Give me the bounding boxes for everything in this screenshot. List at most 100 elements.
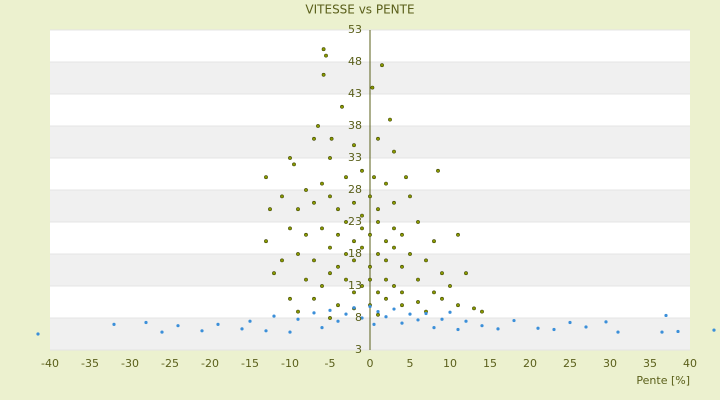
point (360, 213, 364, 218)
point (36, 332, 40, 336)
point (392, 307, 396, 311)
point (336, 264, 340, 269)
point (376, 290, 380, 295)
y-tick-label: 23 (348, 215, 362, 228)
point (384, 258, 388, 263)
point (392, 200, 396, 205)
point (288, 226, 292, 231)
point (424, 258, 428, 263)
point (408, 252, 412, 256)
point (352, 143, 356, 148)
point (604, 320, 608, 324)
point (328, 194, 332, 199)
point (328, 308, 332, 312)
y-tick-label: 38 (348, 119, 362, 132)
point (160, 330, 164, 334)
point (384, 181, 388, 186)
point (400, 290, 404, 295)
point (400, 232, 404, 237)
point (424, 311, 428, 316)
point (344, 277, 348, 282)
point (712, 328, 716, 332)
point (584, 325, 588, 329)
point (316, 124, 320, 128)
y-tick-label: 3 (355, 343, 362, 356)
point (268, 207, 272, 212)
point (392, 149, 396, 154)
point (456, 303, 460, 308)
x-tick-label: 10 (443, 357, 457, 370)
point (296, 252, 300, 256)
point (352, 290, 356, 295)
x-tick-label: -35 (81, 357, 99, 370)
x-tick-label: 0 (367, 357, 374, 370)
point (264, 329, 268, 333)
point (660, 330, 664, 334)
point (416, 220, 420, 224)
point (376, 220, 380, 224)
point (552, 327, 556, 332)
point (432, 239, 436, 244)
point (112, 322, 116, 326)
point (200, 329, 204, 333)
y-tick-label: 8 (355, 311, 362, 324)
y-tick-label: 53 (348, 23, 362, 36)
point (360, 284, 364, 288)
point (416, 277, 420, 282)
y-tick-label: 48 (348, 55, 362, 68)
point (324, 53, 328, 58)
point (304, 277, 308, 282)
chart-title: VITESSE vs PENTE (305, 3, 414, 17)
point (376, 310, 380, 314)
y-tick-label: 18 (348, 247, 362, 260)
point (344, 175, 348, 180)
point (280, 258, 284, 263)
point (368, 194, 372, 199)
point (320, 326, 324, 330)
point (352, 258, 356, 263)
point (336, 303, 340, 308)
point (376, 312, 380, 317)
point (368, 232, 372, 237)
point (380, 63, 384, 68)
point (512, 318, 516, 323)
point (312, 136, 316, 141)
point (216, 322, 220, 326)
point (321, 47, 326, 52)
y-tick-label: 43 (348, 87, 362, 100)
point (360, 226, 364, 231)
point (384, 239, 388, 244)
point (456, 327, 460, 332)
point (384, 296, 388, 301)
point (304, 188, 308, 192)
point (296, 309, 300, 314)
point (368, 277, 372, 282)
point (288, 156, 292, 160)
point (440, 271, 444, 276)
point (336, 319, 340, 323)
point (372, 322, 376, 326)
point (664, 313, 668, 318)
point (400, 264, 404, 269)
point (416, 318, 420, 322)
point (328, 316, 332, 320)
point (336, 207, 340, 212)
point (176, 324, 180, 328)
point (312, 200, 316, 205)
x-tick-label: -20 (201, 357, 219, 370)
x-tick-label: 30 (603, 357, 617, 370)
point (496, 327, 500, 331)
point (376, 252, 380, 256)
point (440, 296, 444, 301)
x-axis-label: Pente [%] (636, 374, 690, 387)
point (272, 314, 276, 318)
x-tick-label: 25 (563, 357, 577, 370)
point (240, 327, 244, 331)
point (464, 319, 468, 323)
point (292, 162, 296, 167)
point (329, 136, 334, 141)
point (400, 303, 404, 308)
point (536, 326, 540, 330)
point (320, 226, 324, 231)
point (328, 271, 332, 276)
